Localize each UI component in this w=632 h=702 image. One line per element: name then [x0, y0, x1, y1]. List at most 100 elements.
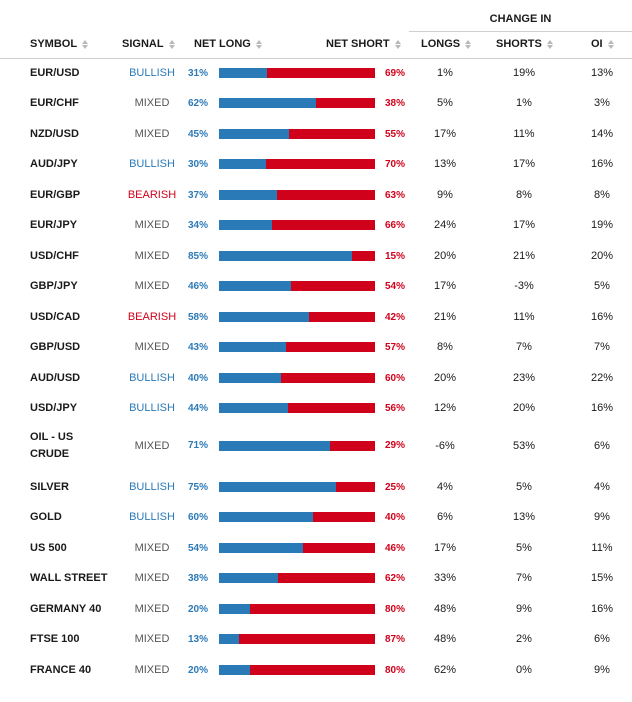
symbol-link[interactable]: EUR/CHF [30, 96, 79, 109]
longs-change-value: 12% [433, 402, 457, 414]
sort-net-short-button[interactable]: NET SHORT [326, 30, 402, 58]
net-long-value: 34% [188, 219, 209, 231]
table-row[interactable]: GERMANY 40 MIXED 20% 80% 48% 9% 16% [0, 594, 632, 624]
table-row[interactable]: EUR/JPY MIXED 34% 66% 24% 17% 19% [0, 210, 632, 240]
longs-change-value: 62% [433, 664, 457, 676]
longs-change-value: 20% [433, 372, 457, 384]
table-row[interactable]: AUD/USD BULLISH 40% 60% 20% 23% 22% [0, 363, 632, 393]
table-row[interactable]: FTSE 100 MIXED 13% 87% 48% 2% 6% [0, 624, 632, 654]
symbol-link[interactable]: USD/CAD [30, 310, 81, 323]
net-short-value: 80% [385, 603, 406, 615]
sort-arrows-icon [255, 39, 263, 50]
symbol-link[interactable]: NZD/USD [30, 127, 79, 140]
symbol-link[interactable]: EUR/JPY [30, 218, 78, 231]
symbol-link[interactable]: GBP/USD [30, 340, 81, 353]
sort-net-long-button[interactable]: NET LONG [194, 30, 263, 58]
table-row[interactable]: SILVER BULLISH 75% 25% 4% 5% 4% [0, 472, 632, 502]
table-row[interactable]: USD/CAD BEARISH 58% 42% 21% 11% 16% [0, 302, 632, 332]
sort-oi-button[interactable]: OI [591, 30, 615, 58]
shorts-change-value: 20% [512, 402, 536, 414]
symbol-link[interactable]: OIL - US CRUDE [30, 430, 74, 460]
shorts-change-value: 13% [512, 511, 536, 523]
symbol-link[interactable]: WALL STREET [30, 571, 108, 584]
symbol-link[interactable]: GBP/JPY [30, 279, 78, 292]
net-long-bar-fill [219, 251, 352, 261]
oi-change-value: 9% [594, 664, 610, 676]
net-short-value: 69% [385, 67, 406, 79]
longs-change-value: 17% [433, 542, 457, 554]
symbol-link[interactable]: FTSE 100 [30, 632, 80, 645]
oi-change-value: 3% [594, 97, 610, 109]
oi-change-value: 14% [590, 128, 614, 140]
net-short-value: 80% [385, 664, 406, 676]
table-row[interactable]: EUR/USD BULLISH 31% 69% 1% 19% 13% [0, 58, 632, 88]
signal-label: MIXED [134, 542, 170, 554]
oi-change-value: 20% [590, 250, 614, 262]
symbol-link[interactable]: GERMANY 40 [30, 602, 102, 615]
net-short-value: 29% [385, 440, 406, 451]
signal-header-label: SIGNAL [122, 38, 164, 50]
symbol-link[interactable]: US 500 [30, 541, 67, 554]
net-short-value: 25% [385, 481, 406, 493]
symbol-link[interactable]: SILVER [30, 480, 69, 493]
signal-label: BULLISH [129, 158, 175, 170]
net-long-value: 85% [188, 250, 209, 262]
net-long-bar-fill [219, 129, 290, 139]
signal-label: BULLISH [129, 481, 175, 493]
change-in-header: CHANGE IN [409, 10, 632, 32]
sentiment-bar [219, 312, 375, 322]
oi-change-value: 13% [590, 67, 614, 79]
shorts-change-value: 11% [513, 128, 535, 140]
sort-symbol-button[interactable]: SYMBOL [30, 30, 89, 58]
table-row[interactable]: GBP/JPY MIXED 46% 54% 17% -3% 5% [0, 271, 632, 301]
sort-arrows-icon [82, 39, 89, 50]
net-long-bar-fill [219, 573, 279, 583]
shorts-change-value: 23% [512, 372, 536, 384]
oi-change-value: 9% [594, 511, 610, 523]
table-row[interactable]: AUD/JPY BULLISH 30% 70% 13% 17% 16% [0, 149, 632, 179]
table-row[interactable]: NZD/USD MIXED 45% 55% 17% 11% 14% [0, 119, 632, 149]
table-row[interactable]: FRANCE 40 MIXED 20% 80% 62% 0% 9% [0, 655, 632, 685]
symbol-link[interactable]: GOLD [30, 510, 62, 523]
net-long-value: 37% [188, 189, 209, 201]
table-row[interactable]: GOLD BULLISH 60% 40% 6% 13% 9% [0, 502, 632, 532]
symbol-link[interactable]: EUR/GBP [30, 188, 81, 201]
signal-label: BULLISH [129, 402, 175, 414]
signal-label: MIXED [134, 128, 170, 140]
sentiment-bar [219, 543, 375, 553]
sort-signal-button[interactable]: SIGNAL [122, 30, 176, 58]
table-row[interactable]: US 500 MIXED 54% 46% 17% 5% 11% [0, 533, 632, 563]
longs-change-value: 24% [433, 219, 457, 231]
oi-change-value: 11% [591, 542, 613, 554]
sentiment-bar [219, 482, 375, 492]
net-long-bar-fill [219, 312, 310, 322]
longs-change-value: 9% [437, 189, 453, 201]
sort-longs-button[interactable]: LONGS [421, 30, 472, 58]
table-row[interactable]: GBP/USD MIXED 43% 57% 8% 7% 7% [0, 332, 632, 362]
symbol-link[interactable]: AUD/USD [30, 371, 81, 384]
net-long-bar-fill [219, 220, 273, 230]
table-row[interactable]: OIL - US CRUDE MIXED 71% 29% -6% 53% 6% [0, 418, 632, 473]
table-row[interactable]: USD/JPY BULLISH 44% 56% 12% 20% 16% [0, 393, 632, 423]
table-row[interactable]: WALL STREET MIXED 38% 62% 33% 7% 15% [0, 563, 632, 593]
table-row[interactable]: EUR/CHF MIXED 62% 38% 5% 1% 3% [0, 88, 632, 118]
symbol-link[interactable]: USD/JPY [30, 401, 78, 414]
net-long-value: 60% [188, 511, 209, 523]
shorts-change-value: -3% [514, 280, 534, 292]
symbol-link[interactable]: USD/CHF [30, 249, 79, 262]
signal-label: MIXED [134, 250, 170, 262]
net-long-value: 58% [188, 311, 209, 323]
table-row[interactable]: USD/CHF MIXED 85% 15% 20% 21% 20% [0, 241, 632, 271]
sort-shorts-button[interactable]: SHORTS [496, 30, 554, 58]
table-row[interactable]: EUR/GBP BEARISH 37% 63% 9% 8% 8% [0, 180, 632, 210]
net-short-value: 62% [385, 572, 406, 584]
symbol-link[interactable]: AUD/JPY [30, 157, 78, 170]
symbol-link[interactable]: EUR/USD [30, 66, 80, 79]
oi-change-value: 16% [590, 311, 614, 323]
table-header: SYMBOL SIGNAL NET LONG NET SHORT LONGS S… [0, 30, 632, 59]
symbol-link[interactable]: FRANCE 40 [30, 663, 92, 676]
net-short-value: 55% [385, 128, 406, 140]
oi-change-value: 16% [590, 603, 614, 615]
signal-label: MIXED [134, 664, 170, 676]
net-long-bar-fill [219, 512, 313, 522]
